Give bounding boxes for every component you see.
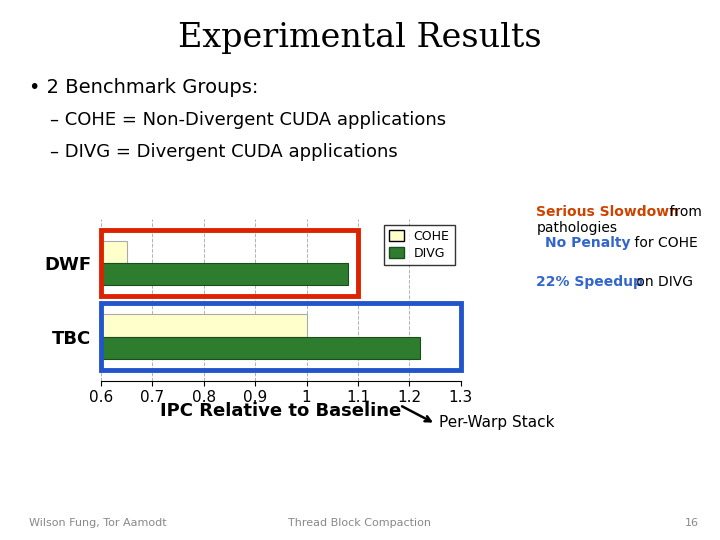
Text: for COHE: for COHE bbox=[630, 236, 698, 250]
Text: Per-Warp Stack: Per-Warp Stack bbox=[439, 415, 554, 430]
Text: No Penalty: No Penalty bbox=[545, 236, 631, 250]
Text: on DIVG: on DIVG bbox=[632, 275, 693, 289]
Text: 22% Speedup: 22% Speedup bbox=[536, 275, 643, 289]
Text: IPC Relative to Baseline: IPC Relative to Baseline bbox=[160, 402, 402, 420]
Text: Wilson Fung, Tor Aamodt: Wilson Fung, Tor Aamodt bbox=[29, 518, 166, 528]
Text: • 2 Benchmark Groups:: • 2 Benchmark Groups: bbox=[29, 78, 258, 97]
Bar bbox=[101, 263, 348, 285]
Text: Experimental Results: Experimental Results bbox=[178, 22, 542, 53]
Text: Serious Slowdown: Serious Slowdown bbox=[536, 205, 680, 219]
Bar bbox=[101, 314, 307, 336]
Legend: COHE, DIVG: COHE, DIVG bbox=[384, 225, 454, 265]
Text: 16: 16 bbox=[685, 518, 698, 528]
Text: – DIVG = Divergent CUDA applications: – DIVG = Divergent CUDA applications bbox=[50, 143, 398, 161]
Text: from: from bbox=[665, 205, 701, 219]
Text: – COHE = Non-Divergent CUDA applications: – COHE = Non-Divergent CUDA applications bbox=[50, 111, 446, 129]
Bar bbox=[101, 336, 420, 359]
Bar bbox=[101, 241, 127, 263]
Text: Thread Block Compaction: Thread Block Compaction bbox=[289, 518, 431, 528]
Text: pathologies: pathologies bbox=[536, 221, 618, 235]
